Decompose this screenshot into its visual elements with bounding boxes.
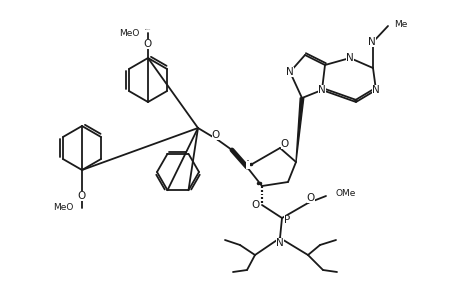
Text: ·: · [246,155,249,169]
Text: O: O [144,39,152,49]
Text: O: O [252,200,259,210]
Text: OMe: OMe [335,190,356,199]
Text: O: O [212,130,220,140]
Text: O: O [78,191,86,201]
Text: O: O [306,193,314,203]
Text: N: N [367,37,375,47]
Text: N: N [318,85,325,95]
Text: Me: Me [393,20,407,28]
Text: MeO: MeO [119,28,140,38]
Polygon shape [295,98,303,162]
Text: P: P [283,215,290,225]
Text: MeO: MeO [54,203,74,212]
Text: N: N [285,67,293,77]
Text: N: N [275,238,283,248]
Text: N: N [371,85,379,95]
Text: methoxy: methoxy [145,28,151,30]
Text: N: N [345,53,353,63]
Text: O: O [280,139,289,149]
